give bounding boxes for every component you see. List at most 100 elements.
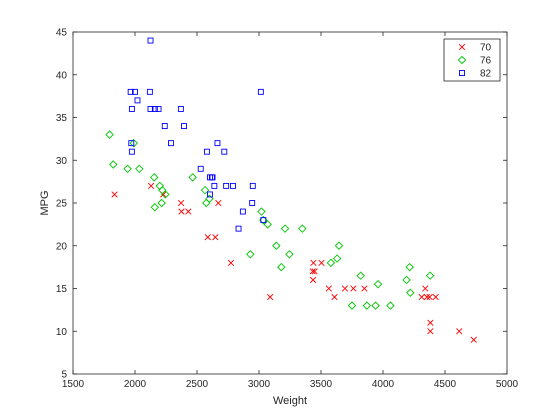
legend-label: 76 [480, 56, 492, 67]
data-point [205, 194, 214, 203]
data-point [223, 182, 230, 189]
data-point [230, 182, 236, 189]
data-point [149, 173, 159, 182]
data-point [151, 105, 158, 112]
data-point [371, 301, 380, 310]
data-point [456, 328, 463, 335]
data-point [285, 250, 294, 259]
data-point [249, 200, 256, 206]
series-76 [105, 130, 435, 310]
data-point [214, 140, 221, 147]
data-point [127, 88, 134, 95]
data-point [418, 293, 425, 301]
data-point [148, 182, 155, 190]
data-point [332, 254, 342, 263]
axis-ticks: 1500 2000 2500 3000 3500 4000 4500 5000 5 10 15 20 2… [56, 28, 519, 391]
x-tick-label: 5000 [496, 379, 519, 390]
data-point [109, 160, 118, 169]
data-point [155, 105, 162, 112]
data-point [161, 190, 170, 199]
data-point [405, 262, 414, 272]
y-tick-label: 5 [61, 370, 67, 381]
y-tick-label: 30 [56, 156, 68, 167]
data-point [128, 140, 135, 147]
data-point [362, 301, 372, 310]
data-point [185, 208, 192, 215]
data-point [386, 301, 395, 310]
data-point [227, 259, 235, 266]
y-tick-label: 40 [56, 70, 68, 81]
data-point [470, 336, 477, 343]
data-point [221, 148, 228, 155]
data-point [204, 234, 211, 241]
data-point [105, 130, 114, 139]
data-point [128, 105, 135, 112]
x-axis-label: Weight [273, 395, 307, 407]
data-point [257, 207, 266, 216]
data-point [298, 224, 307, 233]
data-point [422, 285, 429, 292]
data-point [188, 173, 197, 182]
data-point [326, 258, 336, 268]
x-tick-label: 2500 [186, 379, 209, 390]
y-tick-label: 15 [56, 284, 68, 295]
data-point [178, 208, 185, 215]
legend: 70 76 82 [443, 38, 501, 82]
data-point [334, 241, 344, 250]
data-point [207, 191, 213, 198]
x-tick-label: 4000 [372, 379, 395, 390]
data-point [146, 88, 153, 95]
data-point [347, 301, 357, 310]
data-point [272, 241, 281, 250]
x-tick-label: 4500 [434, 379, 457, 390]
data-point [277, 262, 286, 272]
data-point [263, 220, 272, 229]
y-tick-label: 35 [56, 113, 68, 124]
data-point [373, 279, 383, 289]
x-tick-label: 3500 [310, 379, 333, 390]
data-point [111, 191, 118, 198]
data-point [178, 199, 185, 207]
data-point [310, 259, 317, 266]
data-point [168, 140, 174, 147]
data-point [132, 88, 138, 95]
data-point [356, 271, 365, 280]
data-point [235, 225, 242, 232]
data-point [280, 224, 290, 233]
legend-marker [458, 43, 466, 51]
y-tick-label: 45 [56, 28, 68, 39]
series-70 [111, 182, 477, 343]
legend-marker [457, 55, 467, 65]
data-point [134, 97, 141, 104]
legend-label: 82 [480, 69, 492, 80]
data-point [318, 259, 325, 266]
data-point [331, 293, 338, 301]
plot-area [72, 31, 508, 375]
data-point [147, 105, 154, 112]
data-point [197, 165, 204, 172]
y-axis-label: MPG [39, 190, 51, 215]
data-point [129, 138, 138, 148]
data-point [361, 285, 368, 292]
data-point [267, 293, 274, 301]
data-point [200, 185, 210, 195]
data-point [423, 293, 431, 301]
data-point [309, 268, 316, 275]
data-point [246, 250, 255, 259]
y-tick-label: 20 [56, 241, 68, 252]
data-point [427, 319, 434, 326]
data-point [432, 293, 439, 301]
data-point [202, 198, 211, 208]
data-point [309, 276, 317, 284]
data-point [402, 275, 411, 285]
data-point [123, 164, 132, 174]
legend-box [443, 38, 501, 82]
data-point [350, 285, 357, 292]
y-tick-label: 25 [56, 199, 68, 210]
data-point [215, 199, 222, 207]
data-point [325, 285, 332, 292]
legend-label: 70 [480, 43, 492, 54]
data-point [257, 88, 264, 95]
data-point [260, 217, 267, 224]
